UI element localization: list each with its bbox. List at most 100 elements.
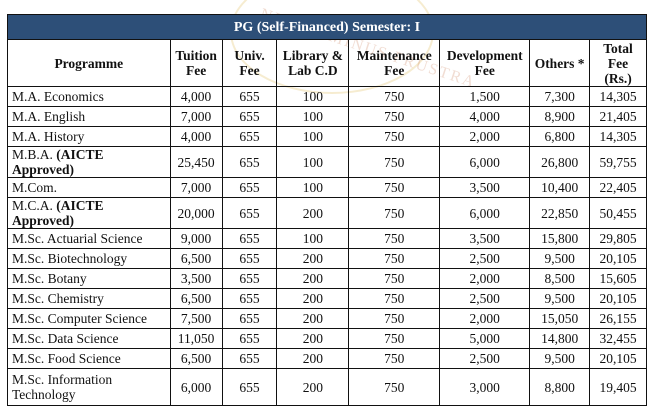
table-row: M.Sc. Chemistry 6,500 655 200 750 2,500 9,500 2… — [7, 288, 647, 309]
programme-cell: M.B.A. (AICTE Approved) — [7, 146, 171, 178]
fee-cell: 6,000 — [439, 197, 531, 229]
table-row: M.Sc. Biotechnology 6,500 655 200 750 2,500 9,… — [7, 248, 647, 269]
fee-cell: 32,455 — [589, 328, 647, 349]
programme-cell: M.C.A. (AICTE Approved) — [7, 197, 171, 229]
fee-cell: 6,500 — [169, 288, 223, 309]
programme-cell: M.Sc. Food Science — [7, 348, 171, 369]
programme-name: M.Sc. Actuarial Science — [12, 231, 143, 246]
fee-cell: 750 — [348, 248, 441, 269]
fee-cell: 4,000 — [169, 86, 223, 107]
fee-cell: 3,500 — [169, 268, 223, 289]
fee-table: PG (Self-Financed) Semester: I Programme… — [7, 14, 647, 406]
fee-cell: 2,500 — [439, 348, 531, 369]
fee-cell: 20,105 — [589, 248, 647, 269]
approval-note: (AICTE Approved) — [12, 147, 104, 177]
programme-cell: M.A. History — [7, 126, 171, 147]
table-title: PG (Self-Financed) Semester: I — [7, 14, 647, 40]
fee-cell: 2,500 — [439, 248, 531, 269]
fee-cell: 655 — [221, 146, 278, 178]
table-row: M.Sc. Data Science 11,050 655 200 750 5,000 14… — [7, 328, 647, 349]
fee-cell: 3,500 — [439, 228, 531, 249]
programme-name: M.Sc. Botany — [12, 271, 87, 286]
fee-cell: 11,050 — [169, 328, 223, 349]
table-row: M.A. History 4,000 655 100 750 2,000 6,800 14,3… — [7, 126, 647, 147]
fee-cell: 655 — [221, 368, 278, 406]
table-row: M.Sc. Botany 3,500 655 200 750 2,000 8,500 15,6… — [7, 268, 647, 289]
fee-cell: 2,000 — [439, 126, 531, 147]
fee-cell: 750 — [348, 86, 441, 107]
fee-cell: 655 — [221, 308, 278, 329]
fee-cell: 750 — [348, 268, 441, 289]
fee-cell: 100 — [276, 146, 350, 178]
programme-name: M.A. Economics — [12, 89, 104, 104]
programme-name: M.C.A. — [12, 198, 57, 213]
fee-cell: 200 — [276, 248, 350, 269]
fee-cell: 750 — [348, 106, 441, 127]
column-header: Univ. Fee — [221, 39, 278, 87]
fee-cell: 100 — [276, 106, 350, 127]
fee-cell: 8,800 — [529, 368, 591, 406]
fee-cell: 8,500 — [529, 268, 591, 289]
fee-cell: 655 — [221, 197, 278, 229]
fee-cell: 2,000 — [439, 268, 531, 289]
programme-name: M.Sc. Biotechnology — [12, 251, 128, 266]
fee-cell: 100 — [276, 228, 350, 249]
fee-cell: 100 — [276, 86, 350, 107]
fee-cell: 59,755 — [589, 146, 647, 178]
programme-cell: M.Sc. Computer Science — [7, 308, 171, 329]
fee-cell: 200 — [276, 328, 350, 349]
fee-cell: 750 — [348, 348, 441, 369]
fee-cell: 655 — [221, 348, 278, 369]
fee-cell: 6,000 — [169, 368, 223, 406]
programme-cell: M.Sc. Biotechnology — [7, 248, 171, 269]
fee-cell: 655 — [221, 288, 278, 309]
table-row: M.A. English 7,000 655 100 750 4,000 8,900 21,4… — [7, 106, 647, 127]
fee-cell: 655 — [221, 86, 278, 107]
column-header: Total Fee (Rs.) — [589, 39, 647, 87]
fee-cell: 3,500 — [439, 177, 531, 198]
fee-cell: 21,405 — [589, 106, 647, 127]
fee-cell: 200 — [276, 368, 350, 406]
fee-cell: 200 — [276, 348, 350, 369]
fee-cell: 15,050 — [529, 308, 591, 329]
programme-name: M.A. History — [12, 129, 85, 144]
programme-name: M.Sc. Chemistry — [12, 291, 104, 306]
fee-cell: 750 — [348, 177, 441, 198]
column-header: Tuition Fee — [169, 39, 223, 87]
fee-cell: 1,500 — [439, 86, 531, 107]
fee-cell: 14,800 — [529, 328, 591, 349]
fee-cell: 20,105 — [589, 348, 647, 369]
fee-cell: 20,105 — [589, 288, 647, 309]
programme-name: M.Com. — [12, 180, 58, 195]
fee-cell: 15,605 — [589, 268, 647, 289]
programme-cell: M.A. English — [7, 106, 171, 127]
programme-name: M.Sc. Food Science — [12, 351, 121, 366]
table-row: M.Sc. Information Technology 6,000 655 200 7… — [7, 368, 647, 406]
fee-cell: 9,500 — [529, 348, 591, 369]
fee-cell: 10,400 — [529, 177, 591, 198]
table-row: M.Com. 7,000 655 100 750 3,500 10,400 22,405 — [7, 177, 647, 198]
fee-cell: 200 — [276, 308, 350, 329]
fee-cell: 6,800 — [529, 126, 591, 147]
fee-cell: 6,000 — [439, 146, 531, 178]
fee-cell: 655 — [221, 177, 278, 198]
fee-cell: 655 — [221, 228, 278, 249]
approval-note: (AICTE Approved) — [12, 198, 104, 228]
fee-cell: 14,305 — [589, 86, 647, 107]
fee-cell: 6,500 — [169, 248, 223, 269]
fee-cell: 14,305 — [589, 126, 647, 147]
fee-cell: 15,800 — [529, 228, 591, 249]
fee-cell: 750 — [348, 328, 441, 349]
fee-cell: 750 — [348, 288, 441, 309]
fee-cell: 200 — [276, 268, 350, 289]
fee-cell: 22,405 — [589, 177, 647, 198]
column-header: Others * — [529, 39, 591, 87]
fee-cell: 2,000 — [439, 308, 531, 329]
fee-cell: 750 — [348, 197, 441, 229]
fee-cell: 7,300 — [529, 86, 591, 107]
fee-cell: 655 — [221, 106, 278, 127]
table-row: M.A. Economics 4,000 655 100 750 1,500 7,300 14… — [7, 86, 647, 107]
fee-cell: 5,000 — [439, 328, 531, 349]
fee-cell: 655 — [221, 126, 278, 147]
table-row: M.Sc. Food Science 6,500 655 200 750 2,500 9,5… — [7, 348, 647, 369]
